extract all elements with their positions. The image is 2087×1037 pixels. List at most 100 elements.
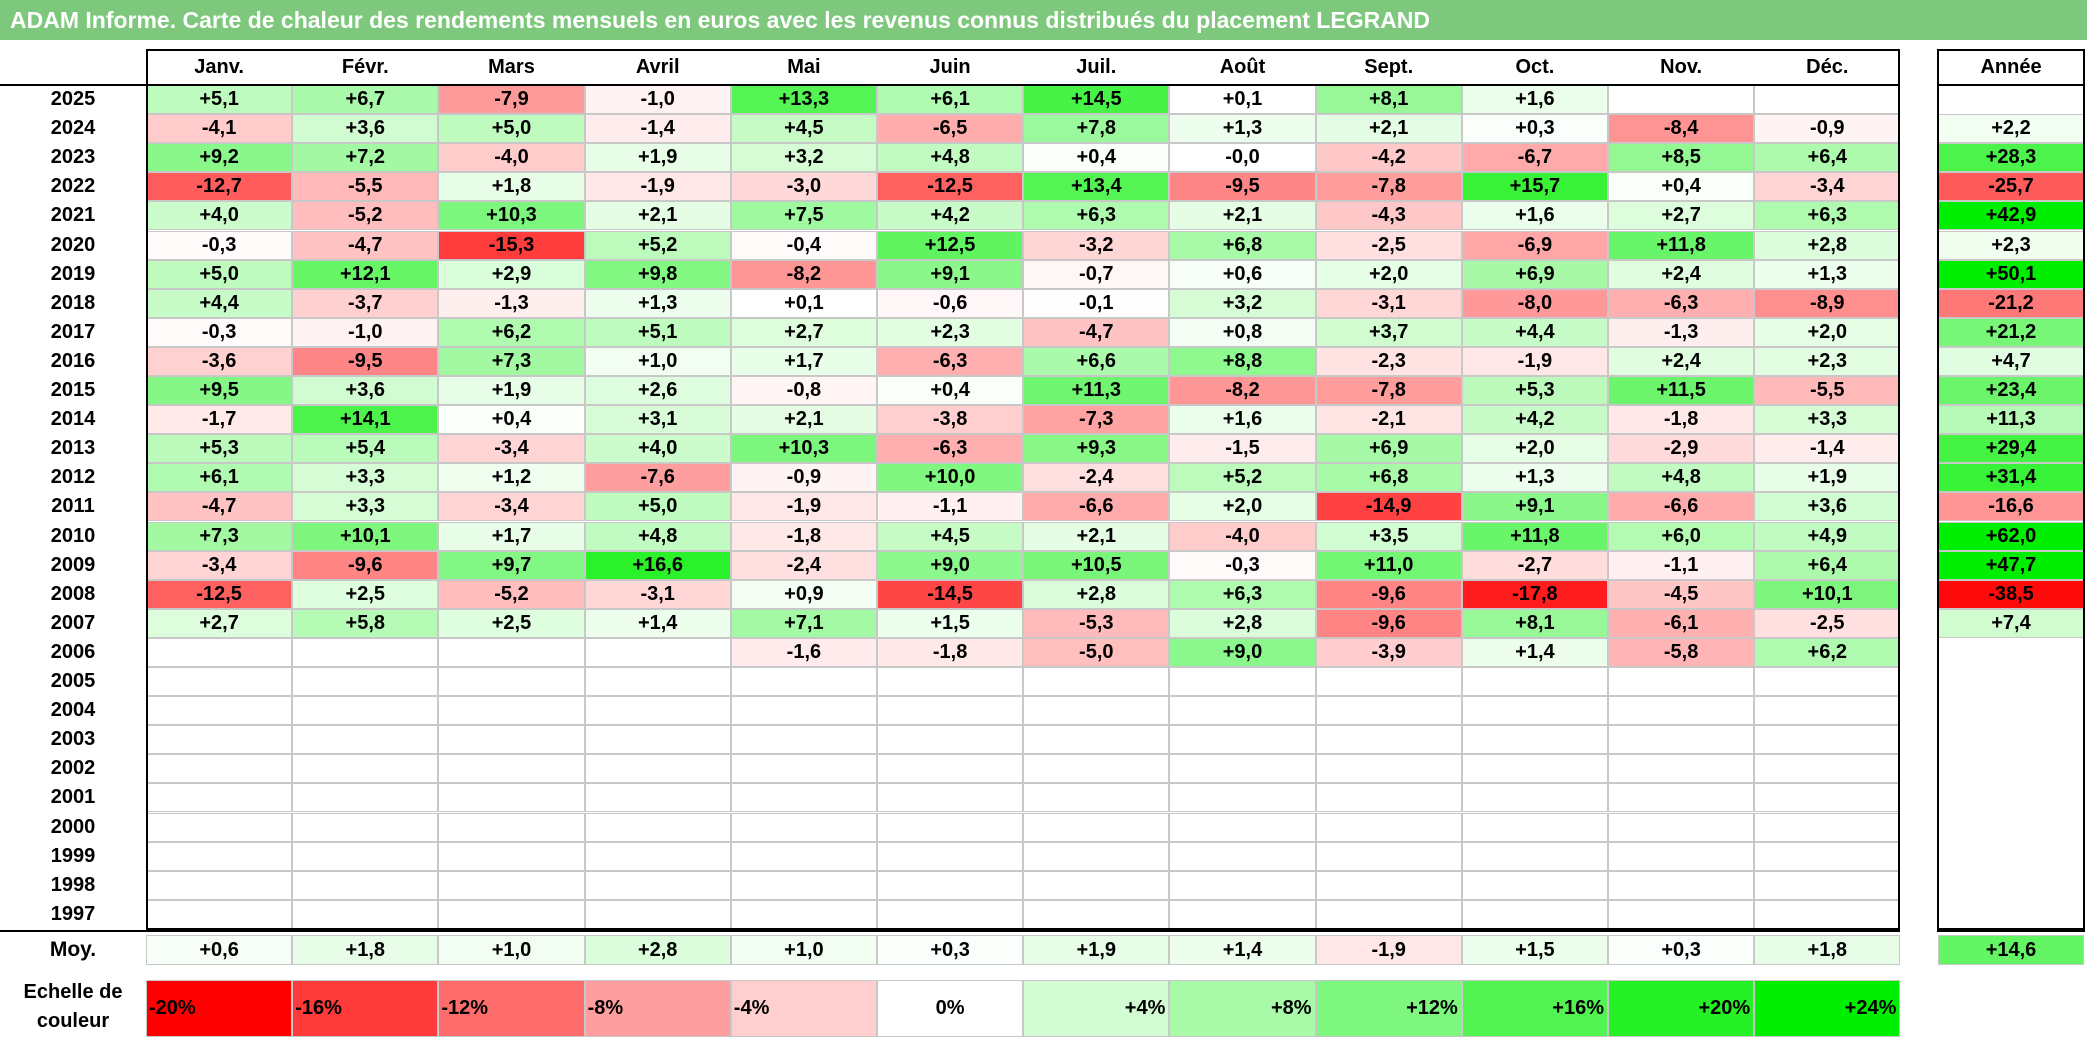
heatmap-cell [584,870,731,900]
year-label: 2022 [50,175,96,198]
heatmap-cell [1169,812,1316,842]
heatmap-cell [730,812,877,842]
heatmap-cell: +3,3 [1754,405,1901,435]
heatmap-cell [877,812,1024,842]
heatmap-cell [730,667,877,697]
month-header: Nov. [1660,55,1703,78]
average-cell: -1,9 [1315,935,1462,965]
heatmap-cell [730,783,877,813]
year-label: 2015 [50,379,96,402]
heatmap-cell [1315,783,1462,813]
average-cell: +1,5 [1461,935,1608,965]
year-label: 2013 [50,437,96,460]
heatmap-cell: +1,6 [1169,405,1316,435]
heatmap-cell: +8,1 [1315,85,1462,115]
heatmap-cell: -4,7 [292,230,439,260]
heatmap-cell: -1,3 [1608,317,1755,347]
heatmap-cell [292,899,439,929]
heatmap-cell [1315,899,1462,929]
color-scale-swatch: -8% [584,980,731,1037]
heatmap-cell: -5,5 [292,172,439,202]
heatmap-cell [1169,696,1316,726]
heatmap-cell: -2,9 [1608,434,1755,464]
heatmap-cell: +10,3 [438,201,585,231]
heatmap-cell [1754,899,1901,929]
month-header: Févr. [341,55,389,78]
heatmap-cell: +9,0 [877,550,1024,580]
heatmap-cell [1608,754,1755,784]
average-cell: +1,4 [1169,935,1316,965]
heatmap-cell [1023,667,1170,697]
heatmap-cell [1169,899,1316,929]
heatmap-cell: +0,1 [1169,85,1316,115]
heatmap-cell: +2,7 [146,608,293,638]
heatmap-cell: +7,2 [292,143,439,173]
heatmap-cell: -1,0 [292,317,439,347]
heatmap-cell [1461,725,1608,755]
heatmap-cell: +3,1 [584,405,731,435]
heatmap-cell: -9,5 [1169,172,1316,202]
annual-cell: +29,4 [1938,434,2084,464]
annual-cell: +2,3 [1938,230,2084,260]
heatmap-cell: +6,7 [292,85,439,115]
heatmap-cell: +0,4 [1608,172,1755,202]
header-divider [0,84,1900,86]
heatmap-cell: -3,8 [877,405,1024,435]
heatmap-cell [292,696,439,726]
heatmap-cell [1315,841,1462,871]
heatmap-cell: -1,6 [730,637,877,667]
heatmap-cell [584,667,731,697]
heatmap-cell [1608,870,1755,900]
heatmap-cell: -7,8 [1315,376,1462,406]
heatmap-cell: +6,2 [1754,637,1901,667]
average-cell: +1,8 [1754,935,1901,965]
heatmap-cell [292,783,439,813]
heatmap-cell: +9,3 [1023,434,1170,464]
heatmap-cell [438,725,585,755]
average-cell: +0,6 [146,935,293,965]
heatmap-cell [1754,812,1901,842]
heatmap-cell: +10,5 [1023,550,1170,580]
year-label: 2025 [50,88,96,111]
heatmap-cell [1461,841,1608,871]
heatmap-cell [1023,783,1170,813]
annual-cell: -38,5 [1938,579,2084,609]
heatmap-cell: -3,4 [438,434,585,464]
heatmap-cell [1315,870,1462,900]
heatmap-cell: +2,0 [1315,259,1462,289]
heatmap-cell [584,841,731,871]
heatmap-cell [438,870,585,900]
heatmap-cell: +7,1 [730,608,877,638]
heatmap-cell [1023,841,1170,871]
heatmap-cell: -4,7 [146,492,293,522]
heatmap-cell: +4,0 [146,201,293,231]
year-label: 2009 [50,553,96,576]
heatmap-cell: +6,6 [1023,346,1170,376]
annual-cell: +31,4 [1938,463,2084,493]
annual-cell: +11,3 [1938,405,2084,435]
heatmap-cell: +1,2 [438,463,585,493]
heatmap-cell [730,841,877,871]
heatmap-cell [1754,725,1901,755]
heatmap-cell: -2,5 [1315,230,1462,260]
heatmap-cell: +1,6 [1461,201,1608,231]
heatmap-cell: -1,9 [1461,346,1608,376]
heatmap-cell: +10,1 [1754,579,1901,609]
heatmap-cell [1023,899,1170,929]
heatmap-cell [1169,841,1316,871]
heatmap-cell [584,812,731,842]
year-label: 2011 [51,495,95,518]
color-scale-swatch: -12% [438,980,585,1037]
year-label: 2016 [50,349,96,372]
color-scale-swatch: +12% [1315,980,1462,1037]
annual-cell: +23,4 [1938,376,2084,406]
year-label: 2003 [50,728,96,751]
heatmap-cell: +2,0 [1169,492,1316,522]
annual-header: Année [1980,55,2042,78]
heatmap-cell [438,783,585,813]
heatmap-cell [877,841,1024,871]
annual-cell: -25,7 [1938,172,2084,202]
year-label: 2014 [50,408,96,431]
year-label: 2018 [50,291,96,314]
